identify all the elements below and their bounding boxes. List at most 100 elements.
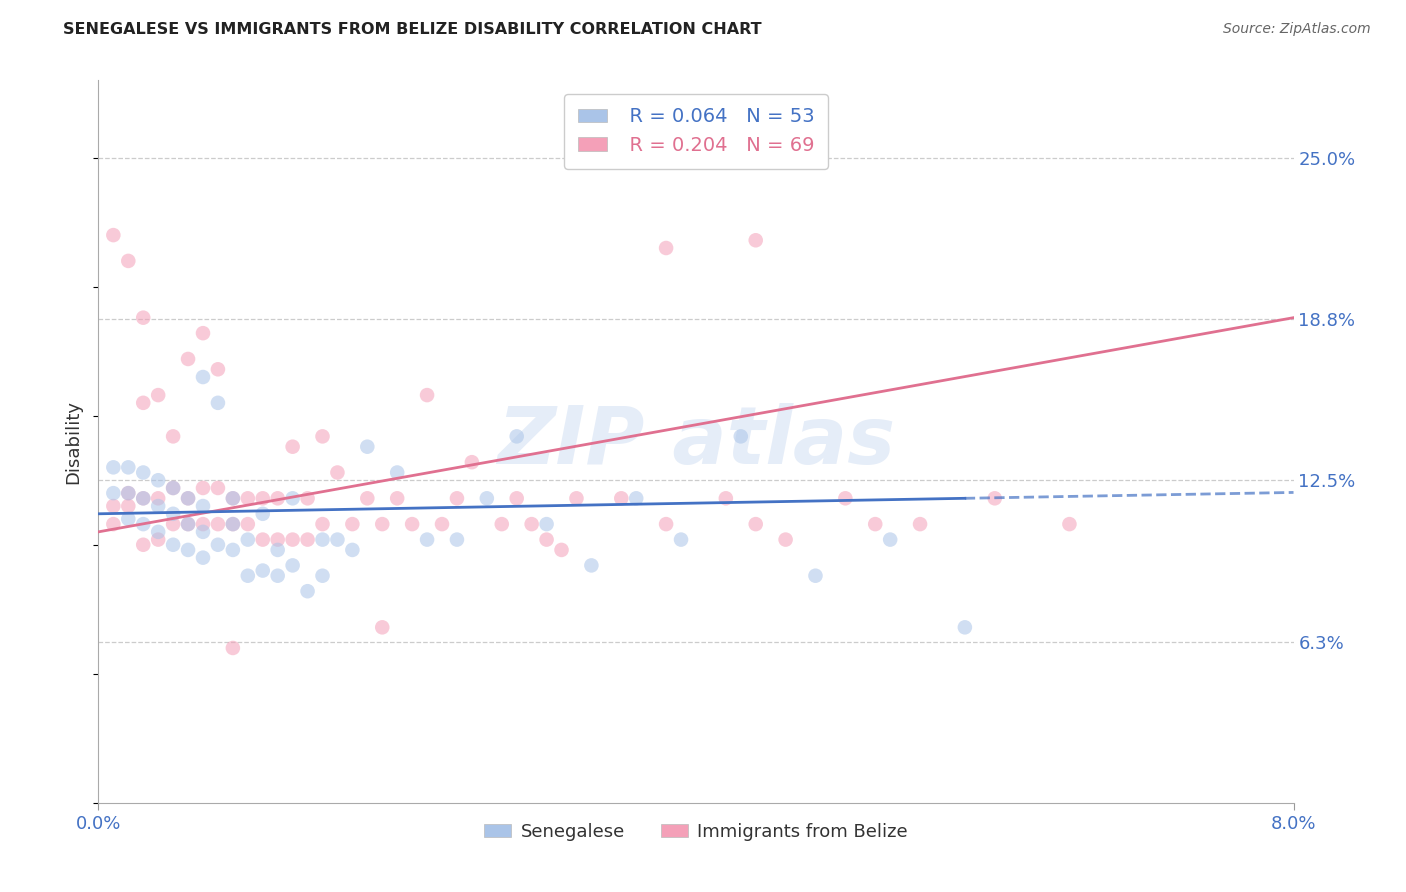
Y-axis label: Disability: Disability: [65, 400, 83, 483]
Point: [610, 491, 633, 506]
Point: [148, 524, 170, 539]
Point: [267, 568, 290, 582]
Point: [430, 517, 453, 532]
Point: [222, 542, 245, 557]
Point: [162, 517, 184, 532]
Point: [385, 491, 409, 506]
Point: [1059, 517, 1081, 532]
Point: [311, 517, 333, 532]
Point: [117, 486, 139, 500]
Point: [804, 568, 827, 582]
Point: [655, 517, 678, 532]
Point: [865, 517, 887, 532]
Point: [626, 491, 648, 506]
Point: [520, 517, 543, 532]
Point: [191, 499, 214, 513]
Point: [446, 491, 468, 506]
Point: [103, 460, 125, 475]
Point: [252, 491, 274, 506]
Point: [103, 517, 125, 532]
Point: [132, 538, 155, 552]
Point: [177, 351, 200, 366]
Point: [191, 550, 214, 565]
Point: [745, 517, 768, 532]
Point: [536, 533, 558, 547]
Point: [834, 491, 856, 506]
Point: [565, 491, 588, 506]
Point: [446, 533, 468, 547]
Point: [714, 491, 737, 506]
Point: [177, 491, 200, 506]
Point: [207, 362, 229, 376]
Point: [730, 429, 752, 443]
Point: [236, 517, 259, 532]
Point: [953, 620, 976, 634]
Point: [461, 455, 484, 469]
Text: SENEGALESE VS IMMIGRANTS FROM BELIZE DISABILITY CORRELATION CHART: SENEGALESE VS IMMIGRANTS FROM BELIZE DIS…: [63, 22, 762, 37]
Text: ZIP atlas: ZIP atlas: [496, 402, 896, 481]
Point: [385, 466, 409, 480]
Point: [252, 564, 274, 578]
Point: [984, 491, 1007, 506]
Point: [162, 429, 184, 443]
Point: [550, 542, 572, 557]
Point: [401, 517, 423, 532]
Point: [103, 499, 125, 513]
Point: [103, 486, 125, 500]
Point: [655, 241, 678, 255]
Point: [222, 491, 245, 506]
Point: [191, 326, 214, 341]
Point: [177, 542, 200, 557]
Legend: Senegalese, Immigrants from Belize: Senegalese, Immigrants from Belize: [477, 815, 915, 848]
Point: [506, 491, 529, 506]
Point: [297, 533, 319, 547]
Point: [371, 620, 394, 634]
Point: [132, 491, 155, 506]
Point: [191, 517, 214, 532]
Point: [191, 370, 214, 384]
Point: [342, 542, 364, 557]
Point: [177, 491, 200, 506]
Point: [236, 568, 259, 582]
Point: [267, 533, 290, 547]
Point: [103, 228, 125, 243]
Point: [775, 533, 797, 547]
Point: [416, 388, 439, 402]
Point: [132, 466, 155, 480]
Point: [148, 388, 170, 402]
Point: [267, 542, 290, 557]
Point: [236, 533, 259, 547]
Point: [222, 517, 245, 532]
Point: [281, 440, 304, 454]
Point: [117, 460, 139, 475]
Point: [506, 429, 529, 443]
Text: Source: ZipAtlas.com: Source: ZipAtlas.com: [1223, 22, 1371, 37]
Point: [281, 533, 304, 547]
Point: [371, 517, 394, 532]
Point: [252, 507, 274, 521]
Point: [222, 640, 245, 655]
Point: [236, 491, 259, 506]
Point: [177, 517, 200, 532]
Point: [117, 499, 139, 513]
Point: [416, 533, 439, 547]
Point: [222, 517, 245, 532]
Point: [326, 466, 349, 480]
Point: [117, 254, 139, 268]
Point: [162, 481, 184, 495]
Point: [162, 538, 184, 552]
Point: [536, 517, 558, 532]
Point: [297, 491, 319, 506]
Point: [191, 481, 214, 495]
Point: [669, 533, 692, 547]
Point: [132, 396, 155, 410]
Point: [267, 491, 290, 506]
Point: [222, 491, 245, 506]
Point: [311, 568, 333, 582]
Point: [281, 491, 304, 506]
Point: [191, 524, 214, 539]
Point: [148, 473, 170, 487]
Point: [297, 584, 319, 599]
Point: [356, 440, 378, 454]
Point: [281, 558, 304, 573]
